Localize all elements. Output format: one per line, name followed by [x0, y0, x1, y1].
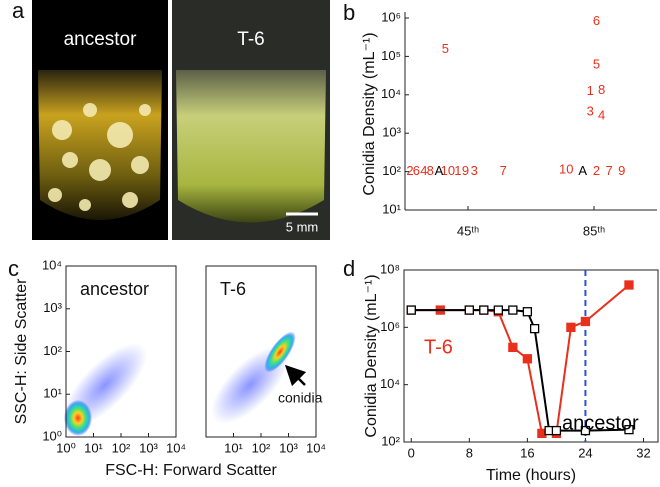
panel-label: a [12, 0, 25, 23]
point-label: 3 [587, 104, 594, 119]
y-tick-label: 10⁸ [380, 261, 400, 276]
photo-panel: a ancestor T-6 5 mm [12, 0, 330, 240]
marker [479, 305, 489, 315]
x-tick-label: 32 [636, 445, 650, 460]
x-tick-label: 10⁰ [56, 440, 76, 455]
plot-title: T-6 [220, 279, 246, 299]
y-tick-label: 10⁰ [42, 428, 62, 443]
panel-label: b [343, 0, 355, 25]
point-label: 5 [442, 41, 449, 56]
plot-frame [403, 269, 659, 443]
point-label: 10 [441, 163, 455, 178]
panel-label: d [343, 256, 355, 281]
flask-t6 [176, 70, 326, 223]
point-label: 4 [598, 107, 605, 122]
y-tick-label: 10³ [382, 125, 401, 140]
y-tick-label: 10⁶ [381, 9, 401, 24]
photo-title: T-6 [237, 29, 264, 50]
point-label: 8 [427, 163, 434, 178]
x-tick-label: 10³ [279, 440, 298, 455]
panel-label: c [8, 256, 19, 281]
annotation: conidia [278, 390, 323, 406]
point-label: A [578, 163, 587, 178]
marker [508, 305, 518, 315]
series-label: T-6 [424, 336, 453, 358]
y-tick-label: 10⁴ [381, 86, 401, 101]
point-label: 9 [618, 163, 625, 178]
point-label: 8 [598, 82, 605, 97]
y-tick-label: 10² [382, 163, 401, 178]
x-tick-label: 10¹ [224, 440, 243, 455]
x-tick-label: 24 [578, 445, 592, 460]
y-axis-label: Conidia Density (mL⁻¹) [361, 32, 378, 195]
x-tick-label: 16 [520, 445, 534, 460]
point-label: 3 [471, 163, 478, 178]
scale-bar-label: 5 mm [286, 219, 319, 234]
x-axis-label: FSC-H: Forward Scatter [105, 462, 277, 479]
flask-ancestor [38, 70, 162, 220]
point-label: 7 [500, 163, 507, 178]
y-tick-label: 10⁶ [380, 319, 400, 334]
point-label: 9 [462, 163, 469, 178]
x-tick-label: 85ᵗʰ [583, 223, 605, 238]
point-label: A [435, 163, 444, 178]
y-tick-label: 10⁴ [42, 257, 62, 272]
point-label: 2 [406, 163, 413, 178]
point-label: 6 [593, 13, 600, 28]
marker [580, 316, 591, 327]
x-tick-label: 10³ [139, 440, 158, 455]
marker [529, 323, 540, 334]
marker [624, 280, 634, 290]
point-label: 4 [420, 163, 427, 178]
marker [580, 425, 591, 436]
y-tick-label: 10² [43, 343, 62, 358]
marker [508, 342, 518, 353]
marker [566, 322, 576, 332]
x-tick-label: 0 [408, 445, 415, 460]
pellets [48, 103, 151, 211]
annotation-arrow [284, 364, 307, 387]
point-label: 2 [593, 163, 600, 178]
point-label: 1 [454, 163, 461, 178]
marker [624, 424, 634, 435]
marker [406, 305, 416, 315]
x-tick-label: 10² [252, 440, 271, 455]
x-tick-label: 10¹ [84, 440, 103, 455]
marker [522, 307, 533, 317]
y-tick-label: 10¹ [43, 386, 62, 401]
y-tick-label: 10³ [43, 300, 62, 315]
x-tick-label: 10² [112, 440, 131, 455]
y-tick-label: 10⁴ [380, 376, 400, 391]
y-tick-label: 10⁵ [381, 48, 401, 63]
point-label: 10 [559, 161, 573, 176]
point-label: 6 [413, 163, 420, 178]
y-axis-label: Conidia Density (mL⁻¹) [363, 274, 380, 437]
x-tick-label: 8 [466, 445, 473, 460]
x-tick-label: 45ᵗʰ [457, 223, 479, 238]
x-tick-label: 10⁴ [166, 440, 186, 455]
photo-title: ancestor [64, 29, 138, 50]
y-axis-label: SSC-H: Side Scatter [13, 278, 30, 425]
marker [551, 425, 562, 436]
marker [464, 305, 474, 315]
x-tick-label: 10⁴ [306, 440, 326, 455]
marker [522, 354, 533, 364]
x-axis-label: Time (hours) [486, 467, 576, 484]
plot-title: ancestor [80, 279, 149, 299]
series-label: ancestor [562, 412, 639, 434]
point-label: 1 [587, 83, 594, 98]
y-tick-label: 10² [381, 433, 400, 448]
marker [493, 305, 503, 315]
density-cloud [63, 331, 296, 436]
y-tick-label: 10¹ [382, 201, 401, 216]
point-label: 5 [593, 56, 600, 71]
point-label: 7 [606, 163, 613, 178]
